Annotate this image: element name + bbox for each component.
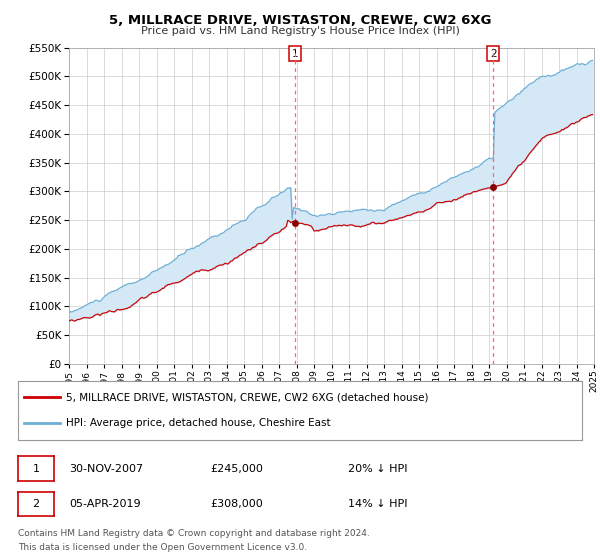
Text: 14% ↓ HPI: 14% ↓ HPI — [348, 499, 407, 509]
Text: 30-NOV-2007: 30-NOV-2007 — [69, 464, 143, 474]
Text: This data is licensed under the Open Government Licence v3.0.: This data is licensed under the Open Gov… — [18, 543, 307, 552]
Text: 1: 1 — [292, 49, 298, 59]
Text: £245,000: £245,000 — [210, 464, 263, 474]
Text: £308,000: £308,000 — [210, 499, 263, 509]
Text: 1: 1 — [32, 464, 40, 474]
Text: Price paid vs. HM Land Registry's House Price Index (HPI): Price paid vs. HM Land Registry's House … — [140, 26, 460, 36]
Text: Contains HM Land Registry data © Crown copyright and database right 2024.: Contains HM Land Registry data © Crown c… — [18, 529, 370, 538]
Text: 2: 2 — [490, 49, 497, 59]
Text: 5, MILLRACE DRIVE, WISTASTON, CREWE, CW2 6XG (detached house): 5, MILLRACE DRIVE, WISTASTON, CREWE, CW2… — [66, 392, 428, 402]
Text: 5, MILLRACE DRIVE, WISTASTON, CREWE, CW2 6XG: 5, MILLRACE DRIVE, WISTASTON, CREWE, CW2… — [109, 14, 491, 27]
Text: 20% ↓ HPI: 20% ↓ HPI — [348, 464, 407, 474]
Text: 2: 2 — [32, 499, 40, 509]
Text: 05-APR-2019: 05-APR-2019 — [69, 499, 140, 509]
Text: HPI: Average price, detached house, Cheshire East: HPI: Average price, detached house, Ches… — [66, 418, 331, 428]
